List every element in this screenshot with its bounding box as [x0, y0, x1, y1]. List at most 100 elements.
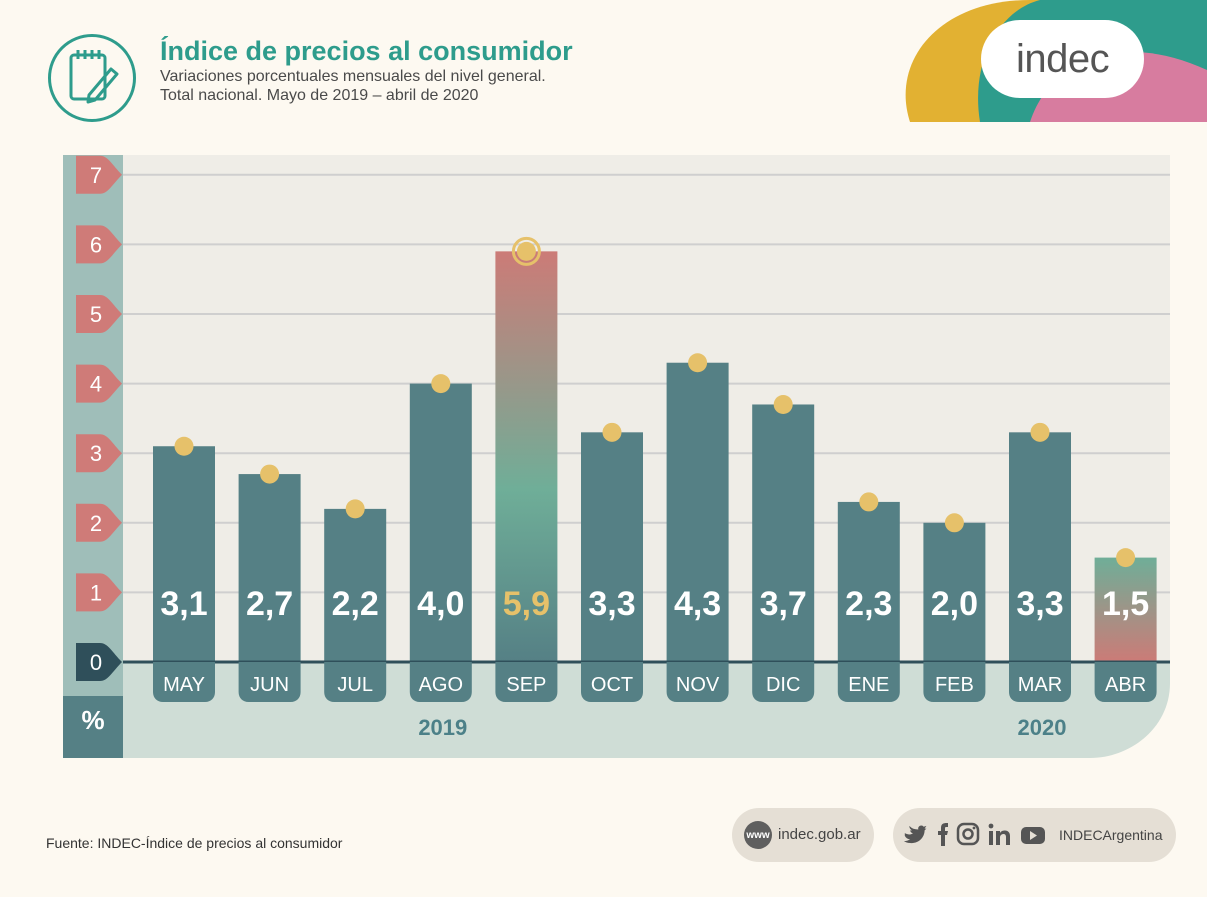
- page-subtitle: Variaciones porcentuales mensuales del n…: [160, 67, 546, 105]
- x-tick-label: MAY: [163, 674, 205, 696]
- bar-marker: [1030, 422, 1050, 442]
- bar-sep: [495, 251, 558, 663]
- x-tick-label: SEP: [506, 674, 546, 696]
- bar-marker: [174, 436, 194, 456]
- twitter-icon[interactable]: [903, 825, 927, 844]
- month-tag: [409, 662, 472, 702]
- bar-marker: [516, 241, 536, 261]
- month-tag: [923, 662, 986, 702]
- y-tick-label: 1: [90, 580, 102, 605]
- y-tick-label: 0: [90, 650, 102, 675]
- x-tick-label: OCT: [591, 674, 633, 696]
- value-label: 2,2: [332, 585, 379, 623]
- bar-nov: [666, 362, 729, 662]
- year-label: 2020: [1018, 715, 1067, 740]
- social-handle: INDECArgentina: [1059, 827, 1163, 843]
- y-tick-badge: [76, 364, 122, 403]
- value-label: 4,3: [674, 585, 721, 623]
- value-label: 5,9: [503, 585, 550, 623]
- bar-dic: [752, 404, 815, 662]
- x-tick-label: MAR: [1018, 674, 1062, 696]
- x-tick-label: NOV: [676, 674, 720, 696]
- bar-marker: [1116, 548, 1136, 568]
- y-axis-unit-label: %: [81, 705, 104, 735]
- facebook-icon[interactable]: [938, 823, 948, 846]
- globe-icon: www: [744, 821, 772, 849]
- month-tag: [837, 662, 900, 702]
- bar-marker: [859, 492, 879, 512]
- month-tag: [1094, 662, 1157, 702]
- value-label: 2,7: [246, 585, 293, 623]
- bar-jul: [324, 508, 387, 662]
- bar-marker: [602, 422, 622, 442]
- bar-may: [153, 446, 215, 662]
- youtube-icon[interactable]: [1021, 827, 1045, 844]
- y-tick-badge: [76, 573, 122, 612]
- x-tick-label: DIC: [766, 674, 800, 696]
- value-label: 3,7: [760, 585, 807, 623]
- y-tick-label: 5: [90, 302, 102, 327]
- bar-marker: [773, 394, 793, 414]
- page-title: Índice de precios al consumidor: [160, 36, 573, 66]
- website-link[interactable]: www indec.gob.ar: [732, 808, 874, 862]
- y-tick-badge: [76, 295, 122, 333]
- bar-jun: [238, 474, 301, 662]
- value-label: 3,3: [588, 585, 635, 623]
- month-tag: [752, 662, 815, 702]
- logo-text: indec: [1015, 36, 1110, 81]
- y-tick-label: 7: [90, 163, 102, 188]
- x-tick-label: AGO: [419, 674, 463, 696]
- month-tag: [238, 662, 301, 702]
- y-tick-label: 4: [90, 372, 102, 397]
- x-tick-label: ABR: [1105, 674, 1146, 696]
- bar-feb: [923, 522, 986, 662]
- y-tick-badge: [76, 225, 122, 264]
- month-tag: [324, 662, 387, 702]
- y-tick-badge: [76, 434, 122, 473]
- x-tick-label: JUL: [337, 674, 373, 696]
- website-url: indec.gob.ar: [778, 826, 861, 843]
- bar-marker: [688, 353, 708, 373]
- value-label: 4,0: [417, 585, 464, 623]
- value-label: 1,5: [1102, 585, 1149, 623]
- value-label: 3,1: [160, 585, 207, 623]
- x-tick-label: ENE: [848, 674, 889, 696]
- year-label: 2019: [418, 715, 467, 740]
- subtitle-line-1: Variaciones porcentuales mensuales del n…: [160, 68, 546, 85]
- bar-mar: [1009, 432, 1071, 662]
- bar-oct: [581, 432, 643, 662]
- y-tick-badge: [76, 155, 122, 194]
- y-tick-badge: [76, 503, 122, 542]
- month-tag: [666, 662, 729, 702]
- bar-marker: [431, 374, 451, 394]
- value-label: 2,0: [931, 585, 978, 623]
- percent-unit-box: [63, 696, 123, 758]
- x-tick-label: JUN: [250, 674, 289, 696]
- x-tick-label: FEB: [935, 674, 974, 696]
- y-tick-label: 6: [90, 232, 102, 257]
- month-tag: [495, 662, 558, 702]
- bar-ene: [837, 501, 900, 662]
- highlight-marker-ring: [511, 236, 541, 266]
- value-label: 2,3: [845, 585, 892, 623]
- bar-marker: [260, 464, 280, 484]
- month-tag: [1009, 662, 1071, 702]
- bar-marker: [345, 499, 365, 519]
- notepad-pencil-icon: [48, 34, 136, 122]
- social-links[interactable]: INDECArgentina: [893, 808, 1176, 862]
- bar-ago: [409, 383, 472, 662]
- indec-logo[interactable]: indec: [981, 20, 1144, 98]
- bar-abr: [1094, 557, 1157, 662]
- month-tag: [581, 662, 643, 702]
- source-note: Fuente: INDEC-Índice de precios al consu…: [46, 835, 343, 851]
- month-tag: [153, 662, 215, 702]
- y-tick-label: 2: [90, 511, 102, 536]
- linkedin-icon[interactable]: [988, 823, 1010, 845]
- bar-marker: [944, 513, 964, 533]
- instagram-icon[interactable]: [956, 822, 980, 846]
- subtitle-line-2: Total nacional. Mayo de 2019 – abril de …: [160, 87, 479, 104]
- value-label: 3,3: [1016, 585, 1063, 623]
- y-tick-badge: [76, 643, 122, 681]
- y-tick-label: 3: [90, 441, 102, 466]
